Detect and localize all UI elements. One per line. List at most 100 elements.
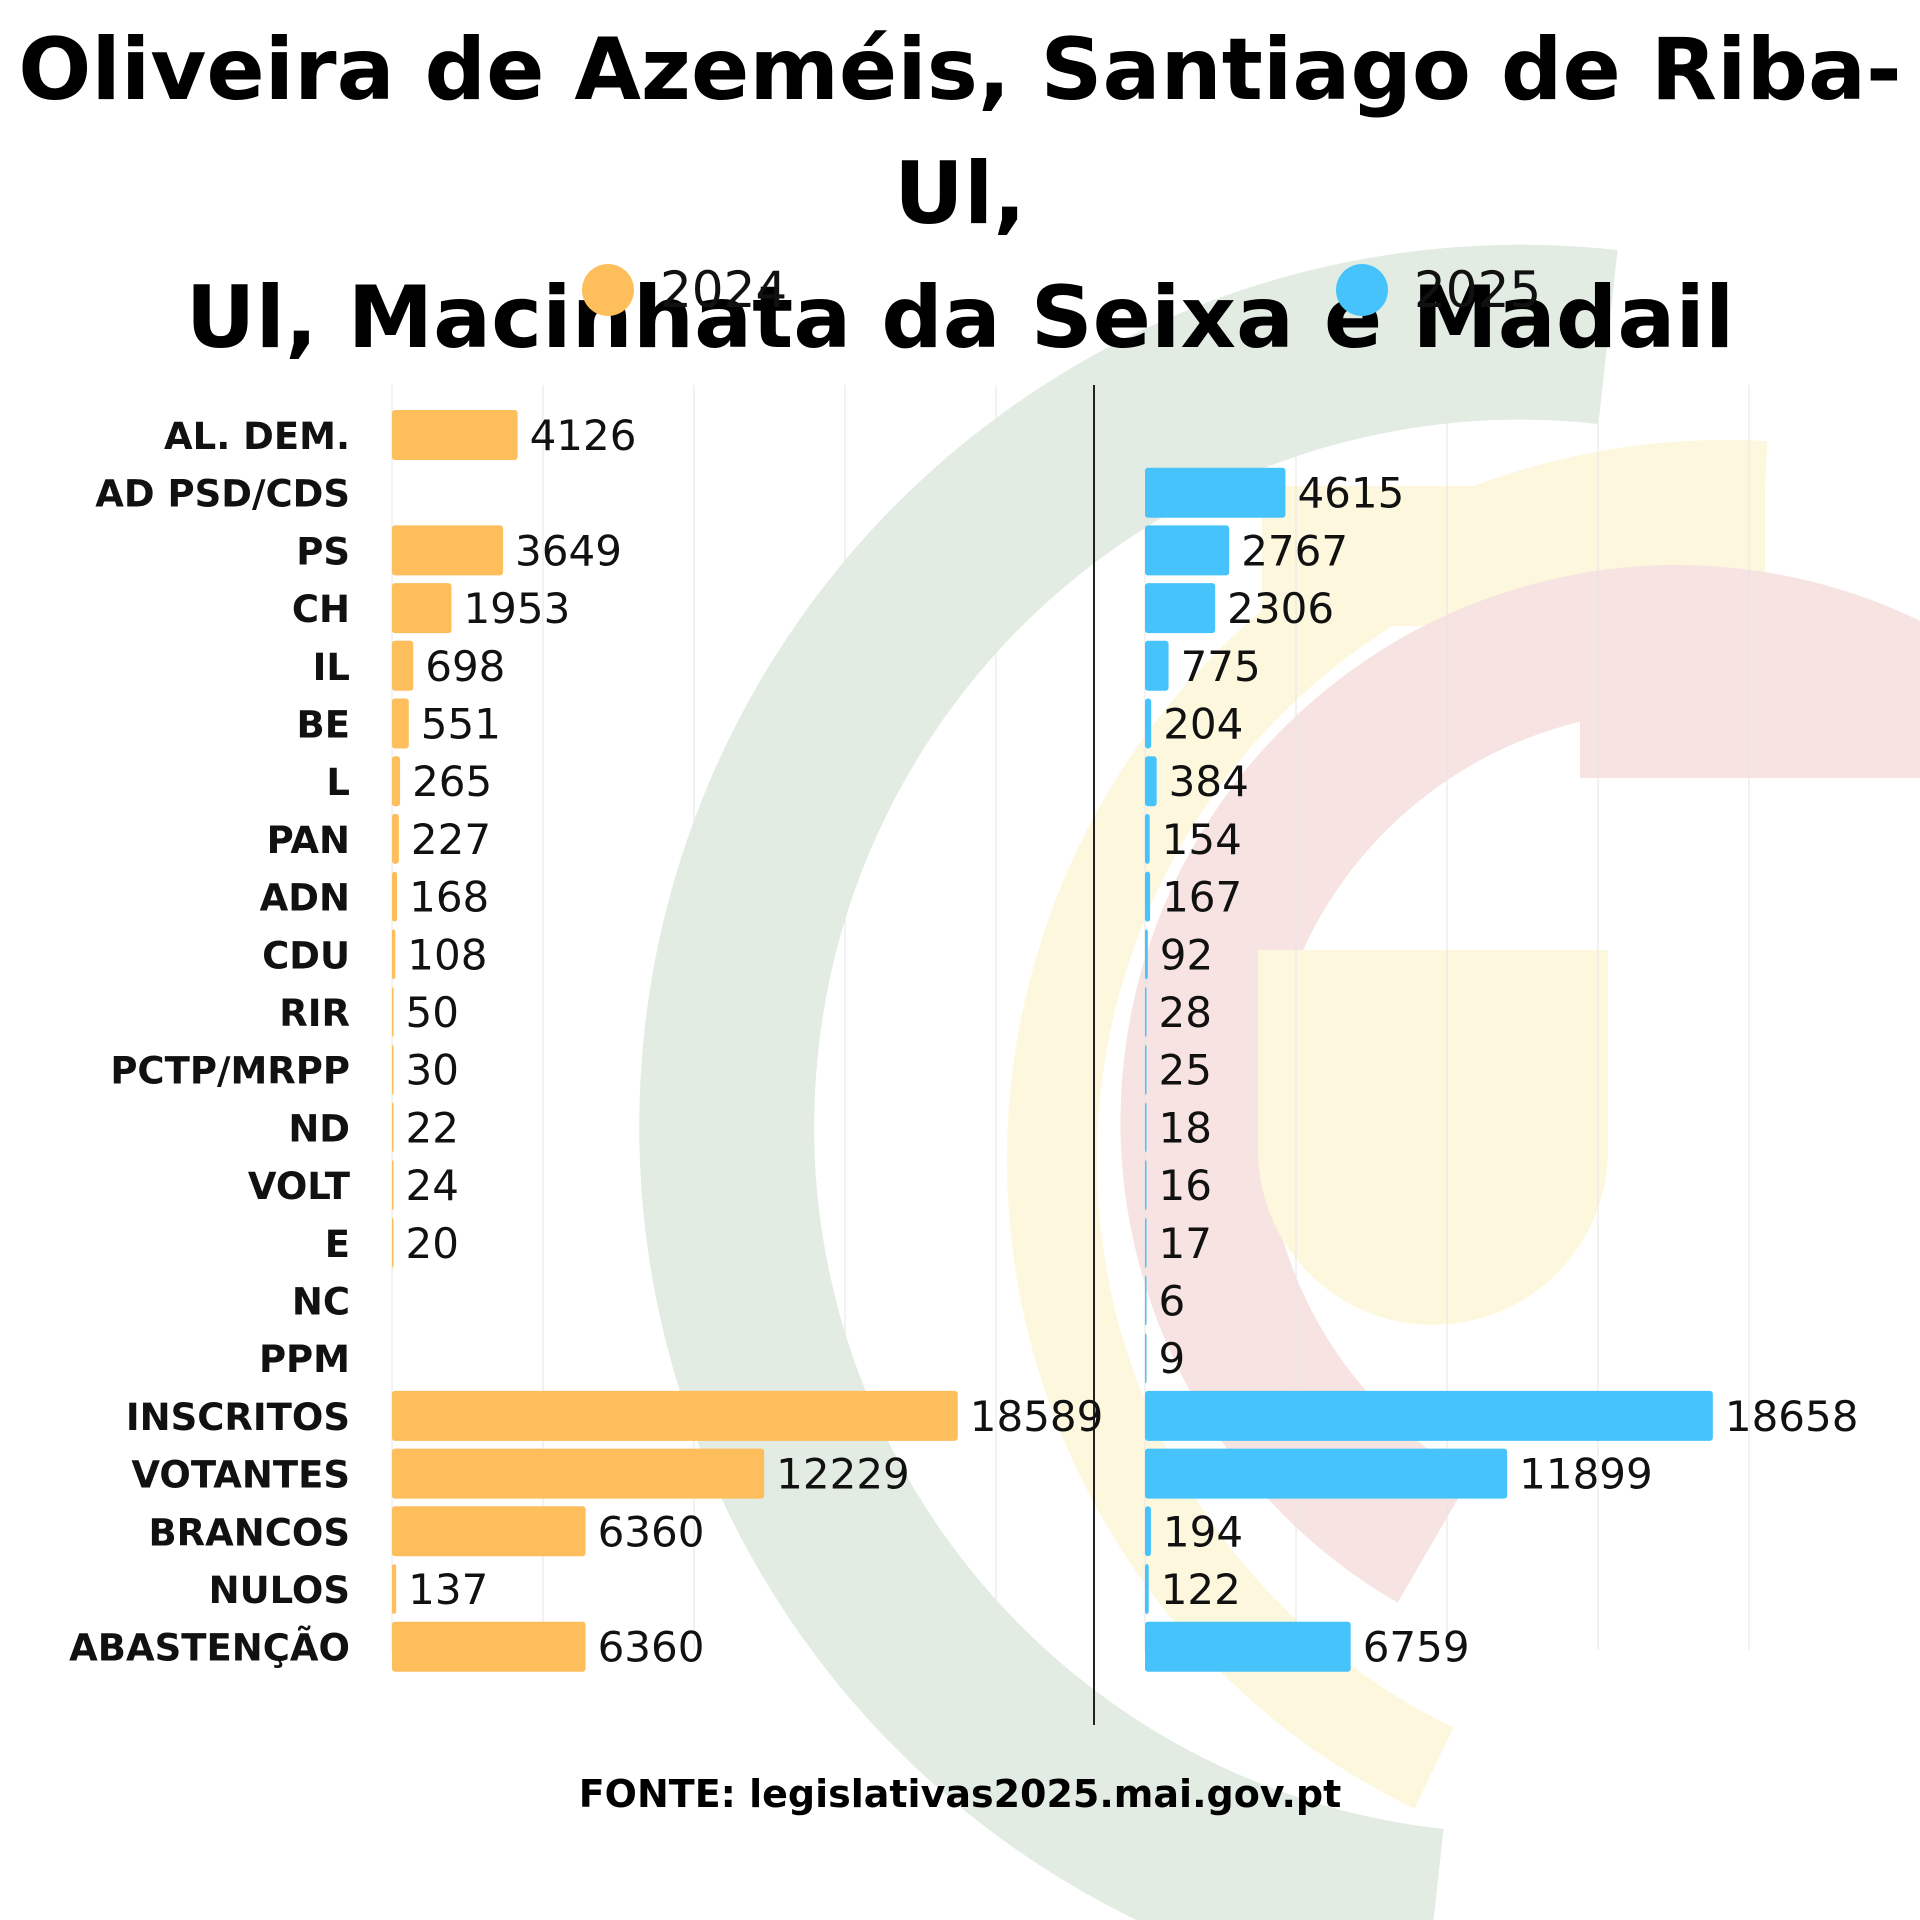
data-label-2024: 12229 bbox=[776, 1450, 910, 1499]
bar-2024 bbox=[392, 583, 452, 634]
category-label: ABASTENÇÃO bbox=[69, 1626, 350, 1670]
category-label: VOTANTES bbox=[131, 1454, 350, 1497]
bar-2025 bbox=[1145, 1275, 1147, 1326]
bar-2024 bbox=[392, 813, 399, 864]
category-label: NC bbox=[292, 1281, 350, 1324]
data-label-2024: 265 bbox=[412, 757, 492, 806]
data-label-2025: 28 bbox=[1159, 988, 1212, 1037]
category-label: ND bbox=[288, 1107, 350, 1150]
data-label-2025: 384 bbox=[1169, 757, 1249, 806]
bar-2025 bbox=[1145, 1217, 1147, 1268]
data-label-2024: 24 bbox=[406, 1161, 459, 1210]
bar-2025 bbox=[1145, 1390, 1713, 1441]
legend-item-2025: 2025 bbox=[1336, 261, 1542, 319]
bar-2025 bbox=[1145, 467, 1286, 518]
data-label-2025: 122 bbox=[1161, 1565, 1241, 1614]
bar-2025 bbox=[1145, 756, 1157, 807]
title-line-2: Ul, Macinhata da Seixa e Madail bbox=[185, 268, 1735, 368]
data-label-2025: 2306 bbox=[1227, 584, 1334, 633]
category-label: RIR bbox=[279, 992, 350, 1035]
category-label: PPM bbox=[259, 1338, 350, 1381]
source-note: FONTE: legislativas2025.mai.gov.pt bbox=[578, 1772, 1342, 1816]
bar-2025 bbox=[1145, 987, 1147, 1037]
data-label-2024: 137 bbox=[408, 1565, 488, 1614]
data-label-2025: 204 bbox=[1163, 700, 1243, 749]
bar-2024 bbox=[392, 1621, 586, 1672]
data-label-2025: 11899 bbox=[1519, 1450, 1653, 1499]
category-label: PCTP/MRPP bbox=[110, 1050, 350, 1093]
data-label-2024: 3649 bbox=[515, 526, 622, 575]
data-label-2024: 6360 bbox=[598, 1623, 705, 1672]
bar-2024 bbox=[392, 525, 504, 576]
bar-2024 bbox=[392, 1044, 394, 1095]
data-label-2024: 227 bbox=[411, 815, 491, 864]
data-label-2024: 22 bbox=[406, 1103, 459, 1152]
bar-2025 bbox=[1145, 698, 1152, 749]
category-label: L bbox=[326, 761, 350, 804]
bar-2025 bbox=[1145, 871, 1151, 922]
category-label: CDU bbox=[262, 934, 350, 977]
data-label-2024: 551 bbox=[421, 700, 501, 749]
bar-2025 bbox=[1145, 929, 1148, 980]
bar-2024 bbox=[392, 871, 398, 922]
data-label-2025: 194 bbox=[1163, 1507, 1243, 1556]
category-label: PAN bbox=[267, 819, 350, 862]
category-label: E bbox=[325, 1223, 350, 1266]
category-label: AD PSD/CDS bbox=[95, 473, 350, 516]
bar-2024 bbox=[392, 698, 409, 749]
data-label-2024: 4126 bbox=[530, 411, 637, 460]
bar-2025 bbox=[1145, 1160, 1147, 1211]
bar-2025 bbox=[1145, 1333, 1147, 1384]
bar-2025 bbox=[1145, 1506, 1151, 1557]
bar-2024 bbox=[392, 1448, 765, 1499]
bar-2025 bbox=[1145, 583, 1216, 634]
bar-2025 bbox=[1145, 1564, 1149, 1614]
bar-2024 bbox=[392, 1390, 958, 1441]
data-label-2025: 25 bbox=[1159, 1046, 1212, 1095]
category-label: CH bbox=[292, 588, 350, 631]
data-label-2025: 2767 bbox=[1241, 526, 1348, 575]
bar-2025 bbox=[1145, 1448, 1508, 1499]
legend-label-2024: 2024 bbox=[660, 261, 788, 319]
data-label-2024: 6360 bbox=[598, 1507, 705, 1556]
bar-2024 bbox=[392, 1160, 394, 1211]
category-label: IL bbox=[313, 646, 350, 689]
category-label: ADN bbox=[260, 877, 350, 920]
data-label-2025: 16 bbox=[1159, 1161, 1212, 1210]
bar-2024 bbox=[392, 640, 414, 691]
bar-2025 bbox=[1145, 1102, 1147, 1153]
data-label-2025: 18 bbox=[1159, 1103, 1212, 1152]
bar-2024 bbox=[392, 929, 396, 980]
category-label: VOLT bbox=[248, 1165, 351, 1208]
data-label-2025: 18658 bbox=[1725, 1392, 1859, 1441]
data-label-2025: 4615 bbox=[1297, 469, 1404, 518]
data-label-2025: 9 bbox=[1159, 1334, 1186, 1383]
legend-label-2025: 2025 bbox=[1414, 261, 1542, 319]
category-label: BRANCOS bbox=[148, 1511, 350, 1554]
data-label-2024: 168 bbox=[409, 873, 489, 922]
bar-2025 bbox=[1145, 1044, 1147, 1095]
category-label: INSCRITOS bbox=[126, 1396, 350, 1439]
data-label-2025: 167 bbox=[1162, 873, 1242, 922]
bar-2025 bbox=[1145, 525, 1230, 576]
bar-2024 bbox=[392, 1102, 394, 1153]
data-label-2024: 30 bbox=[406, 1046, 459, 1095]
data-label-2024: 698 bbox=[425, 642, 505, 691]
data-label-2025: 775 bbox=[1181, 642, 1261, 691]
legend-item-2024: 2024 bbox=[582, 261, 788, 319]
bar-2024 bbox=[392, 1564, 397, 1614]
category-label: BE bbox=[297, 704, 350, 747]
category-label: NULOS bbox=[209, 1569, 350, 1612]
legend-swatch-2025 bbox=[1336, 264, 1388, 316]
data-label-2024: 18589 bbox=[970, 1392, 1104, 1441]
data-label-2025: 6759 bbox=[1363, 1623, 1470, 1672]
bar-2024 bbox=[392, 987, 394, 1037]
data-label-2024: 108 bbox=[407, 930, 487, 979]
bar-2024 bbox=[392, 1506, 586, 1557]
data-label-2024: 1953 bbox=[463, 584, 570, 633]
bar-2025 bbox=[1145, 813, 1150, 864]
title-line-1: Oliveira de Azeméis, Santiago de Riba-Ul… bbox=[18, 20, 1902, 244]
data-label-2025: 154 bbox=[1162, 815, 1242, 864]
